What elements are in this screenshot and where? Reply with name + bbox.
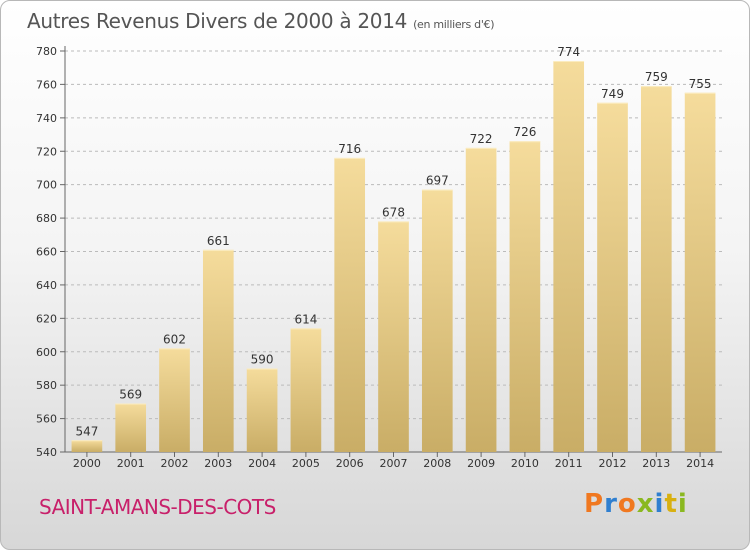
bar-2009 <box>465 147 497 453</box>
x-tick-label: 2002 <box>161 457 189 470</box>
value-label: 547 <box>75 424 98 438</box>
bar-2012 <box>597 102 628 452</box>
bar-2013 <box>640 86 672 453</box>
y-tick-label: 620 <box>36 312 57 325</box>
x-tick-label: 2003 <box>204 457 232 470</box>
bar-2000 <box>71 440 103 452</box>
x-tick-label: 2011 <box>555 457 583 470</box>
value-label: 726 <box>513 125 536 139</box>
y-tick-label: 700 <box>36 179 57 192</box>
x-tick-label: 2009 <box>467 457 495 470</box>
chart-title: Autres Revenus Divers de 2000 à 2014 (en … <box>27 9 495 33</box>
value-label: 569 <box>119 388 142 402</box>
bar-2010 <box>509 141 541 452</box>
value-label: 661 <box>207 234 230 248</box>
bar-2008 <box>421 189 453 452</box>
y-tick-label: 560 <box>36 413 57 426</box>
y-tick-label: 540 <box>36 446 57 459</box>
y-tick-label: 720 <box>36 145 57 158</box>
logo-letter: x <box>636 489 655 519</box>
y-tick-label: 760 <box>36 78 57 91</box>
bar-2014 <box>684 92 716 452</box>
logo-letter: o <box>617 489 637 519</box>
logo-letter: i <box>654 489 665 519</box>
bar-2001 <box>115 403 147 452</box>
labels: 540 560 580 600 620 640 660 680 700 720 740 760 780 5… <box>36 45 714 470</box>
y-tick-label: 580 <box>36 379 57 392</box>
place-name: SAINT-AMANS-DES-COTS <box>39 495 276 519</box>
value-label: 722 <box>470 132 493 146</box>
value-label: 678 <box>382 205 405 219</box>
bar-2006 <box>334 157 366 452</box>
bar-2002 <box>159 348 190 452</box>
value-label: 602 <box>163 332 186 346</box>
chart-subtitle: (en milliers d'€) <box>413 18 495 31</box>
bar-2003 <box>202 249 234 452</box>
value-label: 614 <box>294 312 317 326</box>
chart-title-text: Autres Revenus Divers de 2000 à 2014 <box>27 9 408 33</box>
value-label: 749 <box>601 87 624 101</box>
y-tick-label: 600 <box>36 346 57 359</box>
value-label: 759 <box>645 70 668 84</box>
bar-2004 <box>246 368 278 452</box>
proxiti-logo[interactable]: Proxiti <box>584 489 688 519</box>
x-tick-label: 2000 <box>73 457 101 470</box>
value-label: 697 <box>426 174 449 188</box>
x-tick-label: 2006 <box>336 457 364 470</box>
x-tick-label: 2005 <box>292 457 320 470</box>
y-tick-label: 660 <box>36 246 57 259</box>
bar-2007 <box>378 221 409 452</box>
bars <box>71 61 716 453</box>
value-label: 716 <box>338 142 361 156</box>
x-tick-label: 2010 <box>511 457 539 470</box>
x-tick-label: 2001 <box>117 457 145 470</box>
value-label: 774 <box>557 45 580 59</box>
logo-letter: i <box>677 489 688 519</box>
x-tick-label: 2004 <box>248 457 276 470</box>
y-tick-label: 780 <box>36 45 57 58</box>
y-tick-label: 680 <box>36 212 57 225</box>
x-tick-label: 2008 <box>423 457 451 470</box>
x-tick-label: 2014 <box>686 457 714 470</box>
logo-letter: r <box>604 489 618 519</box>
value-label: 755 <box>689 77 712 91</box>
bar-2011 <box>553 61 585 453</box>
logo-letter: P <box>584 489 605 519</box>
logo-letter: t <box>664 489 678 519</box>
x-tick-label: 2007 <box>380 457 408 470</box>
y-tick-label: 740 <box>36 112 57 125</box>
x-tick-label: 2013 <box>642 457 670 470</box>
bar-2005 <box>290 328 322 452</box>
value-label: 590 <box>251 352 274 366</box>
x-tick-label: 2012 <box>599 457 627 470</box>
y-tick-label: 640 <box>36 279 57 292</box>
